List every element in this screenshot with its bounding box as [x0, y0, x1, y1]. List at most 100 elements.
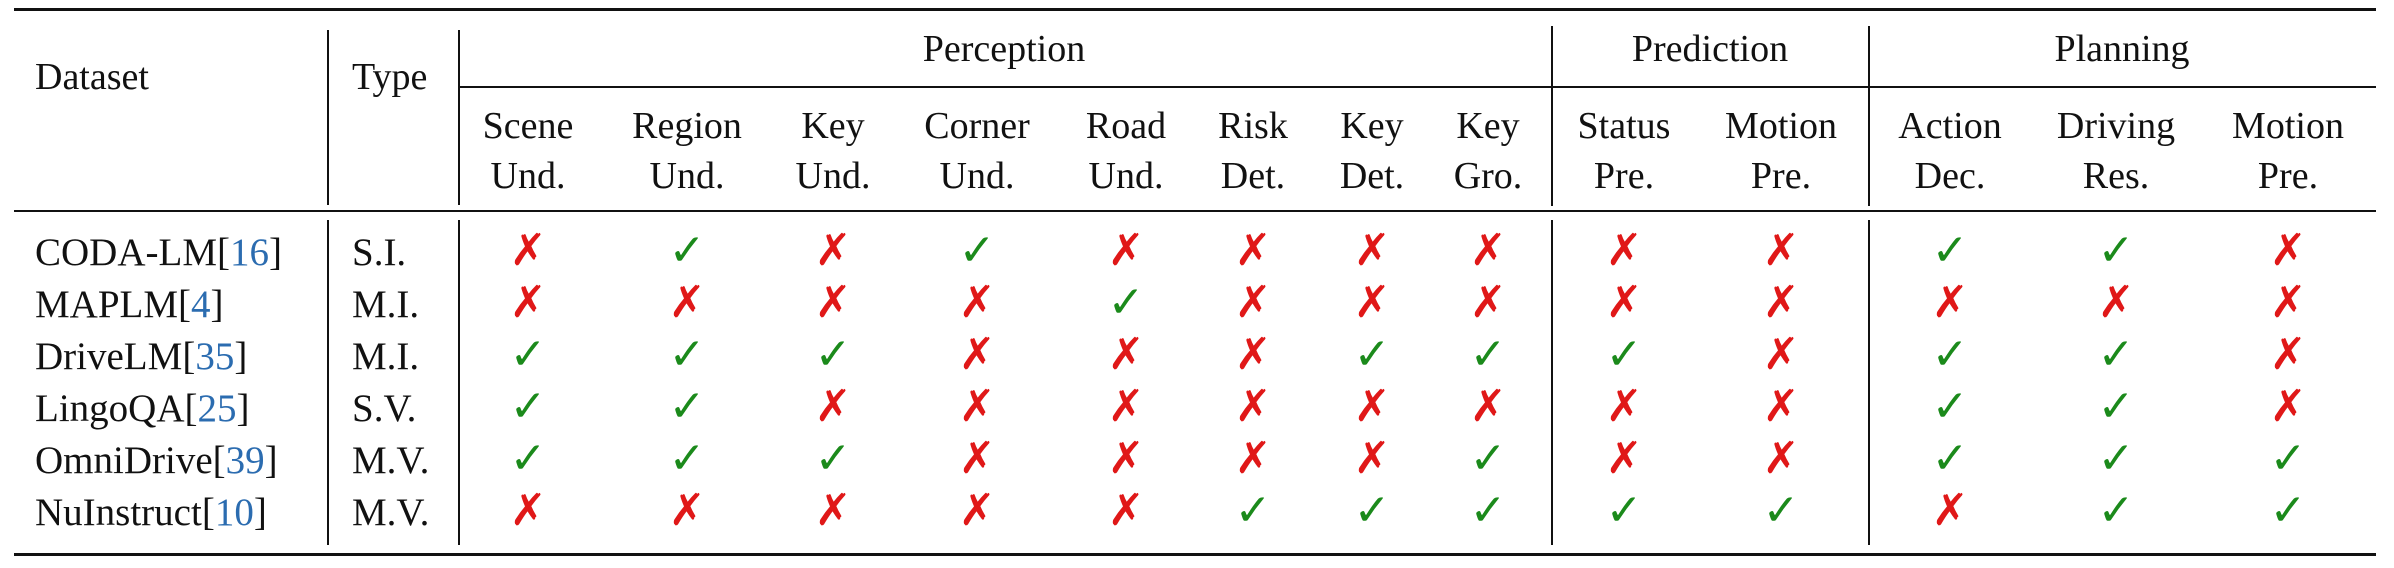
column-header: Status Pre. — [1577, 105, 1671, 197]
cross-mark-icon: ✗ — [958, 329, 996, 380]
header-divider-planning — [1868, 26, 1870, 206]
cross-mark-icon: ✗ — [1353, 381, 1391, 432]
check-mark-icon: ✓ — [1931, 381, 1969, 432]
cross-mark-icon: ✗ — [1762, 277, 1800, 328]
cross-mark-icon: ✗ — [814, 225, 852, 276]
bottom-rule — [14, 553, 2376, 556]
cross-mark-icon: ✗ — [2269, 277, 2307, 328]
cross-mark-icon: ✗ — [1234, 381, 1272, 432]
cross-mark-icon: ✗ — [668, 485, 706, 536]
dataset-column-header: Dataset — [35, 56, 149, 98]
citation-link[interactable]: 25 — [197, 387, 237, 430]
check-mark-icon: ✓ — [2097, 225, 2135, 276]
dataset-type: S.V. — [352, 387, 417, 430]
dataset-type: M.V. — [352, 439, 430, 482]
dataset-type: M.I. — [352, 335, 420, 378]
check-mark-icon: ✓ — [1107, 277, 1145, 328]
check-mark-icon: ✓ — [1353, 485, 1391, 536]
check-mark-icon: ✓ — [668, 433, 706, 484]
group-header-perception: Perception — [922, 28, 1086, 70]
cross-mark-icon: ✗ — [814, 485, 852, 536]
citation-link[interactable]: 10 — [214, 491, 254, 534]
cross-mark-icon: ✗ — [509, 485, 547, 536]
check-mark-icon: ✓ — [2097, 329, 2135, 380]
cross-mark-icon: ✗ — [1605, 381, 1643, 432]
cross-mark-icon: ✗ — [1762, 433, 1800, 484]
cross-mark-icon: ✗ — [1234, 277, 1272, 328]
check-mark-icon: ✓ — [1469, 433, 1507, 484]
group-header-planning: Planning — [2054, 28, 2190, 70]
cross-mark-icon: ✗ — [1107, 485, 1145, 536]
check-mark-icon: ✓ — [2097, 381, 2135, 432]
cross-mark-icon: ✗ — [509, 277, 547, 328]
cross-mark-icon: ✗ — [814, 381, 852, 432]
cross-mark-icon: ✗ — [814, 277, 852, 328]
check-mark-icon: ✓ — [1469, 329, 1507, 380]
cross-mark-icon: ✗ — [1107, 225, 1145, 276]
group-header-prediction: Prediction — [1631, 28, 1789, 70]
cross-mark-icon: ✗ — [1353, 225, 1391, 276]
check-mark-icon: ✓ — [1469, 485, 1507, 536]
cross-mark-icon: ✗ — [1762, 381, 1800, 432]
dataset-name: CODA-LM[16] — [35, 231, 282, 274]
header-bottom-rule — [14, 210, 2376, 212]
column-header: Region Und. — [632, 105, 742, 197]
check-mark-icon: ✓ — [814, 433, 852, 484]
dataset-type: S.I. — [352, 231, 407, 274]
cross-mark-icon: ✗ — [1234, 433, 1272, 484]
top-rule — [14, 8, 2376, 11]
check-mark-icon: ✓ — [509, 329, 547, 380]
column-header: Motion Pre. — [1725, 105, 1837, 197]
cross-mark-icon: ✗ — [1931, 277, 1969, 328]
check-mark-icon: ✓ — [814, 329, 852, 380]
type-column-header: Type — [352, 56, 428, 98]
column-header: Risk Det. — [1218, 105, 1288, 197]
citation-link[interactable]: 39 — [225, 439, 265, 482]
citation-link[interactable]: 4 — [191, 283, 211, 326]
cross-mark-icon: ✗ — [1931, 485, 1969, 536]
header-divider-prediction — [1551, 26, 1553, 206]
body-divider-prediction — [1551, 220, 1553, 545]
check-mark-icon: ✓ — [2097, 433, 2135, 484]
cross-mark-icon: ✗ — [1107, 329, 1145, 380]
cross-mark-icon: ✗ — [1469, 277, 1507, 328]
cross-mark-icon: ✗ — [1605, 277, 1643, 328]
cross-mark-icon: ✗ — [958, 433, 996, 484]
column-header: Motion Pre. — [2232, 105, 2344, 197]
cross-mark-icon: ✗ — [2269, 329, 2307, 380]
check-mark-icon: ✓ — [1762, 485, 1800, 536]
cross-mark-icon: ✗ — [1469, 381, 1507, 432]
cross-mark-icon: ✗ — [958, 277, 996, 328]
cross-mark-icon: ✗ — [958, 381, 996, 432]
cross-mark-icon: ✗ — [1469, 225, 1507, 276]
cross-mark-icon: ✗ — [2097, 277, 2135, 328]
cross-mark-icon: ✗ — [1234, 329, 1272, 380]
cross-mark-icon: ✗ — [1107, 381, 1145, 432]
cross-mark-icon: ✗ — [1605, 225, 1643, 276]
body-divider-type — [458, 220, 460, 545]
cross-mark-icon: ✗ — [1605, 433, 1643, 484]
column-header: Action Dec. — [1898, 105, 2002, 197]
dataset-name: DriveLM[35] — [35, 335, 248, 378]
cross-mark-icon: ✗ — [1762, 329, 1800, 380]
check-mark-icon: ✓ — [668, 225, 706, 276]
column-header: Key Und. — [795, 105, 871, 197]
body-divider-planning — [1868, 220, 1870, 545]
check-mark-icon: ✓ — [509, 433, 547, 484]
header-divider-type — [458, 30, 460, 205]
check-mark-icon: ✓ — [509, 381, 547, 432]
column-header: Driving Res. — [2056, 105, 2176, 197]
cross-mark-icon: ✗ — [958, 485, 996, 536]
dataset-type: M.I. — [352, 283, 420, 326]
dataset-name: LingoQA[25] — [35, 387, 250, 430]
check-mark-icon: ✓ — [668, 381, 706, 432]
citation-link[interactable]: 16 — [230, 231, 269, 274]
citation-link[interactable]: 35 — [195, 335, 235, 378]
dataset-name: OmniDrive[39] — [35, 439, 278, 482]
cross-mark-icon: ✗ — [1353, 433, 1391, 484]
cross-mark-icon: ✗ — [2269, 225, 2307, 276]
check-mark-icon: ✓ — [668, 329, 706, 380]
column-header: Corner Und. — [924, 105, 1030, 197]
column-header: Key Gro. — [1453, 105, 1523, 197]
